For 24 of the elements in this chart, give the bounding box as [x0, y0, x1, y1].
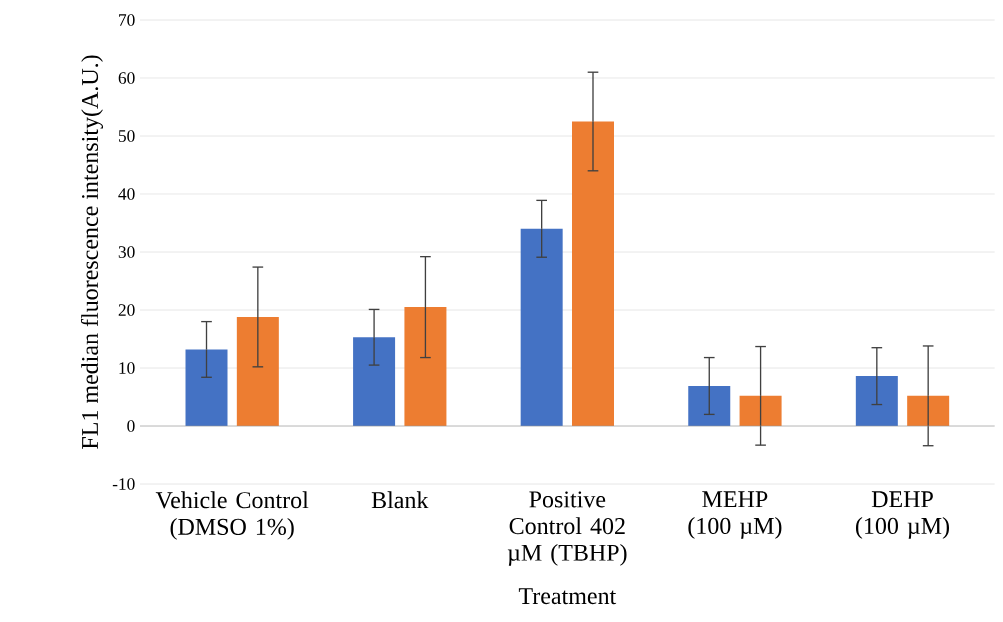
x-tick-label: Vehicle Control (DMSO 1%) [155, 491, 309, 540]
y-tick-label: 40 [118, 188, 135, 200]
bar [907, 395, 950, 426]
y-tick-label: 0 [127, 420, 135, 432]
y-tick-label: 10 [119, 362, 135, 374]
y-tick-label: -10 [112, 478, 135, 490]
bar [236, 316, 279, 426]
bar [739, 395, 782, 426]
x-tick-label: MEHP (100 µM) [688, 491, 782, 539]
x-tick-label: DEHP (100 µM) [855, 491, 950, 539]
bar [404, 307, 447, 426]
bar [572, 121, 614, 426]
y-tick-label: 60 [118, 72, 135, 84]
bar [353, 337, 396, 426]
bar [520, 228, 563, 426]
x-axis-title: Treatment [518, 588, 617, 605]
x-tick-label: Blank [371, 491, 429, 509]
bar [185, 349, 228, 426]
y-tick-label: 20 [118, 304, 135, 316]
y-tick-label: 30 [118, 246, 135, 258]
y-axis-title: FL1 median fluorescence intensity(A.U.) [80, 55, 104, 449]
y-tick-label: 50 [118, 130, 135, 142]
x-tick-label: Positive Control 402 µM (TBHP) [507, 491, 627, 566]
y-tick-label: 70 [119, 14, 135, 26]
